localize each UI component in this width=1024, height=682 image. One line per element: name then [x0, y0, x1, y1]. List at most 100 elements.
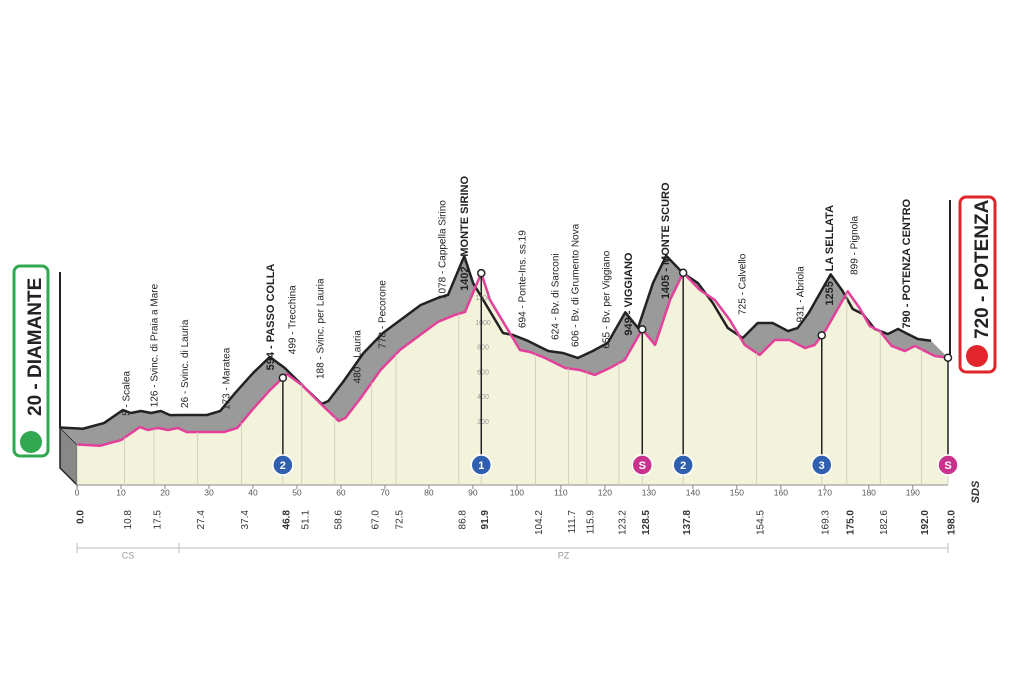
- marker-badge: [810, 454, 833, 476]
- km-label: 58.6: [333, 510, 344, 530]
- waypoint-label: 126 - Svinc. di Praia a Mare: [149, 283, 160, 407]
- waypoint-label: 499 - Trecchina: [288, 285, 299, 354]
- marker-label: 2: [280, 460, 286, 472]
- km-label: 175.0: [845, 510, 856, 535]
- km-label: 72.5: [395, 510, 406, 530]
- marker-dot: [678, 268, 688, 278]
- waypoint-label: 725 - Calvello: [738, 253, 749, 315]
- waypoint-label: 606 - Bv. di Grumento Nova: [570, 223, 581, 347]
- x-tick-label: 130: [642, 487, 656, 497]
- marker-badge: [272, 454, 294, 476]
- km-label: 169.3: [820, 510, 831, 535]
- marker-badge: [937, 454, 959, 476]
- x-tick-label: 190: [906, 487, 920, 497]
- waypoint-label: 949 - VIGGIANO: [623, 252, 635, 336]
- marker-label: 2: [680, 460, 686, 472]
- km-label: 51.1: [300, 510, 311, 530]
- waypoint-label: 694 - Ponte-Ins. ss.19: [518, 230, 529, 328]
- km-label: 0.0: [76, 510, 87, 524]
- marker-dot: [817, 331, 826, 340]
- km-label: 46.8: [282, 510, 293, 530]
- ridge-line: [59, 254, 932, 431]
- x-tick-label: 160: [774, 487, 788, 497]
- finish-label: 720 - POTENZA: [972, 199, 993, 339]
- x-tick-label: 20: [160, 487, 170, 497]
- x-tick-label: 120: [598, 487, 612, 497]
- y-tick-label: 400: [477, 394, 489, 401]
- km-label: 91.9: [480, 510, 491, 530]
- km-label: 123.2: [618, 510, 629, 535]
- km-label: 198.0: [947, 510, 958, 535]
- km-label: 154.5: [755, 510, 766, 535]
- y-tick-label: 200: [477, 419, 489, 426]
- x-tick-label: 0: [75, 487, 80, 497]
- km-label: 115.9: [585, 510, 596, 535]
- x-tick-label: 80: [424, 487, 434, 497]
- waypoint-label: 480 - Lauria: [353, 330, 364, 384]
- x-tick-label: 90: [468, 487, 478, 497]
- km-label: 27.4: [196, 510, 207, 530]
- waypoint-label: 594 - PASSO COLLA: [265, 264, 277, 371]
- waypoint-label: 1402 - MONTE SIRINO: [459, 176, 471, 291]
- finish-icon: [966, 345, 988, 367]
- marker-badge: [470, 454, 493, 476]
- x-tick-label: 170: [818, 487, 832, 497]
- marker-dot: [477, 268, 486, 278]
- x-tick-label: 10: [116, 487, 126, 497]
- waypoint-label: 778 - Pecorone: [378, 280, 389, 349]
- x-tick-label: 70: [380, 487, 390, 497]
- km-label: 86.8: [457, 510, 468, 530]
- start-box: 20 - DIAMANTE: [12, 264, 50, 458]
- km-label: 192.0: [920, 510, 931, 535]
- y-tick-label: 1000: [475, 320, 491, 327]
- finish-box: 720 - POTENZA: [958, 195, 997, 374]
- ridge-band: [60, 255, 948, 446]
- waypoint-label: 655 - Bv. per Viggiano: [602, 250, 613, 348]
- marker-dot: [278, 373, 288, 383]
- marker-label: S: [944, 460, 951, 472]
- km-label: 111.7: [567, 510, 578, 534]
- waypoint-label: 899 - Pignola: [849, 216, 860, 275]
- start-icon: [20, 431, 42, 453]
- marker-label: 3: [819, 460, 825, 472]
- waypoint-label: 173 - Maratea: [222, 347, 233, 410]
- marker-dot: [943, 353, 953, 362]
- brand: SDS: [970, 480, 982, 503]
- km-label: 17.5: [153, 510, 164, 530]
- x-tick-label: 140: [686, 487, 700, 497]
- marker-label: S: [639, 460, 646, 472]
- province-label: CS: [122, 550, 135, 560]
- province-label: PZ: [558, 550, 570, 560]
- waypoint-label: 1405 - MONTE SCURO: [660, 182, 672, 299]
- front-face: [77, 272, 948, 485]
- waypoint-label: 1255 - LA SELLATA: [824, 205, 836, 306]
- y-tick-label: 1200: [475, 295, 491, 302]
- x-tick-label: 110: [554, 487, 568, 497]
- km-label: 10.8: [123, 510, 134, 530]
- start-label: 20 - DIAMANTE: [25, 278, 46, 416]
- marker-badge: [672, 454, 694, 476]
- waypoint-label: 1078 - Cappella Sirino: [438, 200, 449, 299]
- x-tick-label: 180: [862, 487, 876, 497]
- km-label: 137.8: [682, 510, 693, 535]
- x-tick-label: 150: [730, 487, 744, 497]
- profile-line: [76, 271, 949, 448]
- km-label: 67.0: [370, 510, 381, 530]
- waypoint-label: 624 - Bv. di Sarconi: [551, 253, 562, 340]
- y-tick-label: 600: [477, 369, 489, 376]
- x-tick-label: 30: [204, 487, 214, 497]
- finish-frame: [958, 195, 997, 374]
- x-tick-label: 50: [292, 487, 302, 497]
- km-label: 182.6: [879, 510, 890, 535]
- waypoint-label: 790 - POTENZA CENTRO: [901, 198, 913, 328]
- km-label: 128.5: [641, 510, 652, 535]
- x-tick-label: 60: [336, 487, 346, 497]
- start-frame: [12, 264, 50, 458]
- waypoint-label: 931 - Abriola: [796, 266, 807, 323]
- waypoint-label: 26 - Svinc. di Lauria: [180, 319, 191, 408]
- x-tick-label: 100: [510, 487, 524, 497]
- km-label: 104.2: [534, 510, 545, 535]
- marker-label: 1: [478, 460, 484, 472]
